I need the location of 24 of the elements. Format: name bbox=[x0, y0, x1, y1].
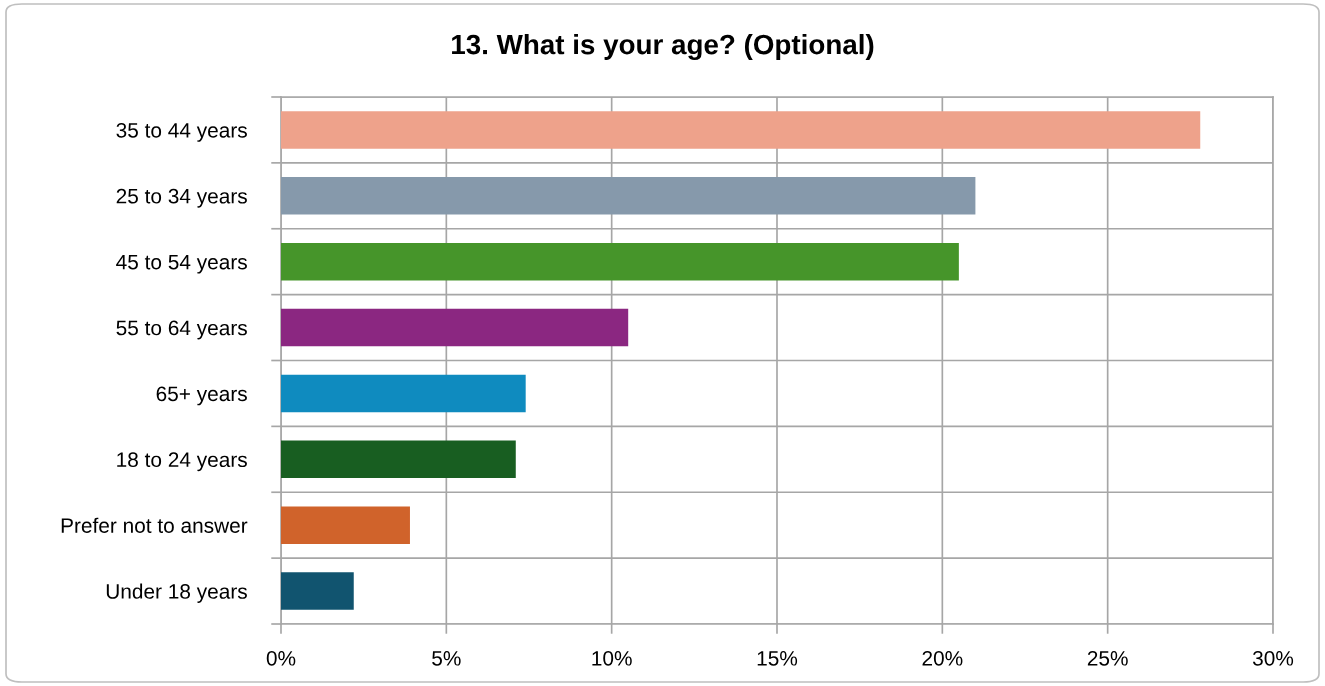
bar bbox=[281, 440, 516, 479]
chart-title: 13. What is your age? (Optional) bbox=[452, 33, 874, 61]
y-tick-label: 65+ years bbox=[156, 386, 247, 406]
x-tick-label: 0% bbox=[266, 650, 296, 666]
x-tick-label: 20% bbox=[922, 650, 963, 666]
bar bbox=[281, 374, 526, 413]
bar bbox=[281, 242, 959, 281]
bar bbox=[281, 572, 354, 610]
bar bbox=[281, 308, 629, 347]
x-tick-label: 5% bbox=[432, 651, 461, 666]
y-tick-label: 55 to 64 years bbox=[116, 320, 247, 340]
y-tick-label: Prefer not to answer bbox=[61, 517, 248, 533]
y-tick-label: 18 to 24 years bbox=[117, 452, 247, 472]
y-tick-label: 25 to 34 years bbox=[116, 188, 247, 208]
bar bbox=[281, 177, 976, 215]
bar bbox=[281, 506, 410, 544]
bar bbox=[281, 111, 1201, 149]
x-tick-label: 30% bbox=[1252, 650, 1294, 666]
y-tick-label: 35 to 44 years bbox=[116, 122, 247, 142]
y-tick-label: 45 to 54 years bbox=[116, 254, 247, 274]
x-tick-label: 25% bbox=[1087, 650, 1128, 666]
y-tick-label: Under 18 years bbox=[106, 583, 247, 603]
x-tick-label: 15% bbox=[757, 651, 798, 666]
x-tick-label: 10% bbox=[592, 650, 632, 666]
